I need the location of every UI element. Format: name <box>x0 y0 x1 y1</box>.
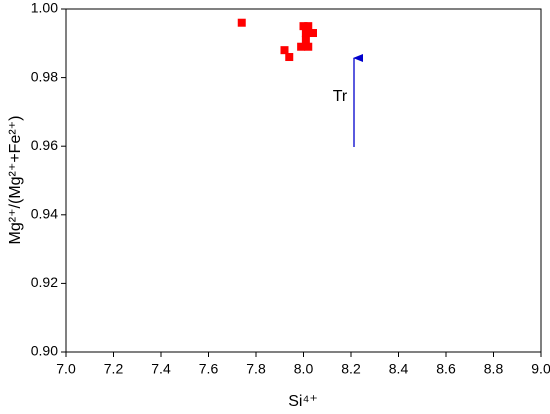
point <box>299 22 308 31</box>
y-tick-label: 1.00 <box>31 0 58 16</box>
x-tick-label: 8.2 <box>341 361 361 377</box>
x-tick-label: 7.6 <box>199 361 219 377</box>
x-tick-label: 7.2 <box>104 361 124 377</box>
x-tick-label: 7.4 <box>151 361 171 377</box>
x-axis-label: Si⁴⁺ <box>288 393 318 410</box>
point <box>304 42 313 51</box>
y-tick-label: 0.94 <box>31 206 58 222</box>
point <box>301 29 310 38</box>
x-tick-label: 8.8 <box>484 361 504 377</box>
point <box>301 35 310 44</box>
x-tick-label: 8.4 <box>389 361 409 377</box>
y-tick-label: 0.98 <box>31 68 58 84</box>
x-tick-label: 8.0 <box>294 361 314 377</box>
x-tick-label: 8.6 <box>436 361 456 377</box>
point <box>237 18 246 27</box>
y-axis-label: Mg²⁺/(Mg²⁺+Fe²⁺) <box>7 116 24 245</box>
y-tick-label: 0.96 <box>31 137 58 153</box>
annotation: Tr <box>333 88 348 105</box>
point <box>280 46 289 55</box>
x-tick-label: 9.0 <box>531 361 550 377</box>
point <box>297 42 306 51</box>
y-tick-label: 0.90 <box>31 343 58 359</box>
x-tick-label: 7.0 <box>56 361 76 377</box>
point <box>285 53 294 62</box>
point <box>304 22 313 31</box>
x-tick-label: 7.8 <box>246 361 266 377</box>
point <box>309 29 317 38</box>
plot-frame <box>65 8 542 353</box>
y-tick-label: 0.92 <box>31 274 58 290</box>
